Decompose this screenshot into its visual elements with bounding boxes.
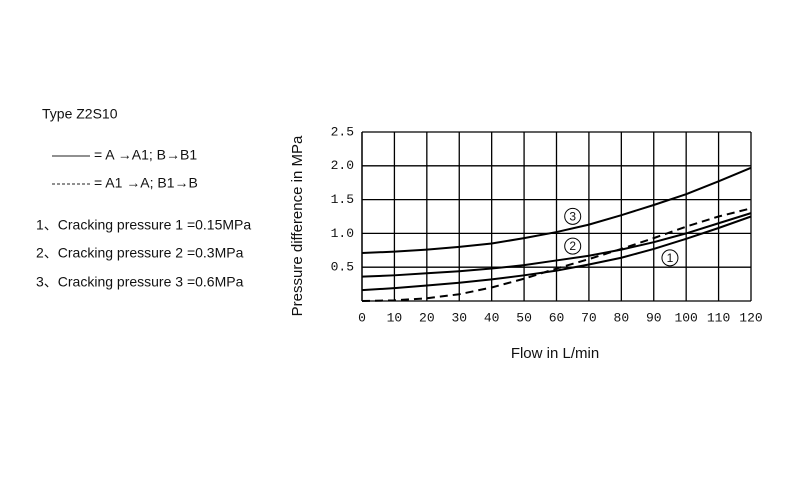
note: 2、Cracking pressure 2 =0.3MPa	[36, 245, 244, 261]
x-tick-label: 0	[358, 310, 366, 325]
y-tick-label: 1.5	[331, 192, 354, 207]
x-tick-label: 10	[387, 310, 403, 325]
series-line	[361, 215, 752, 292]
note: 1、Cracking pressure 1 =0.15MPa	[36, 217, 251, 233]
legend-text: = A →A1; B→B1	[94, 147, 197, 163]
legend-text: = A1 →A; B1→B	[94, 175, 198, 191]
note: 3、Cracking pressure 3 =0.6MPa	[36, 274, 244, 290]
x-tick-label: 110	[707, 310, 730, 325]
y-tick-label: 2.0	[331, 158, 354, 173]
series-line	[361, 212, 752, 278]
x-tick-label: 70	[581, 310, 597, 325]
x-tick-label: 50	[516, 310, 532, 325]
series-line	[361, 207, 752, 302]
y-axis-label: Pressure difference in MPa	[289, 135, 306, 316]
y-tick-label: 2.5	[331, 124, 354, 139]
curve-label-circle	[661, 249, 679, 267]
x-tick-label: 100	[674, 310, 697, 325]
curve-label: 2	[569, 239, 576, 253]
x-tick-label: 40	[484, 310, 500, 325]
x-tick-label: 20	[419, 310, 435, 325]
x-tick-label: 30	[451, 310, 467, 325]
curve-label: 1	[667, 251, 674, 265]
series-line	[361, 166, 752, 255]
curve-label: 3	[569, 210, 576, 224]
curve-label-circle	[564, 207, 582, 225]
y-tick-label: 1.0	[331, 226, 354, 241]
x-axis-label: Flow in L/min	[511, 345, 599, 362]
x-tick-label: 60	[549, 310, 565, 325]
x-tick-label: 120	[739, 310, 762, 325]
curve-label-circle	[564, 237, 582, 255]
x-tick-label: 80	[614, 310, 630, 325]
y-tick-label: 0.5	[331, 260, 354, 275]
x-tick-label: 90	[646, 310, 662, 325]
side-title: Type Z2S10	[42, 106, 118, 122]
